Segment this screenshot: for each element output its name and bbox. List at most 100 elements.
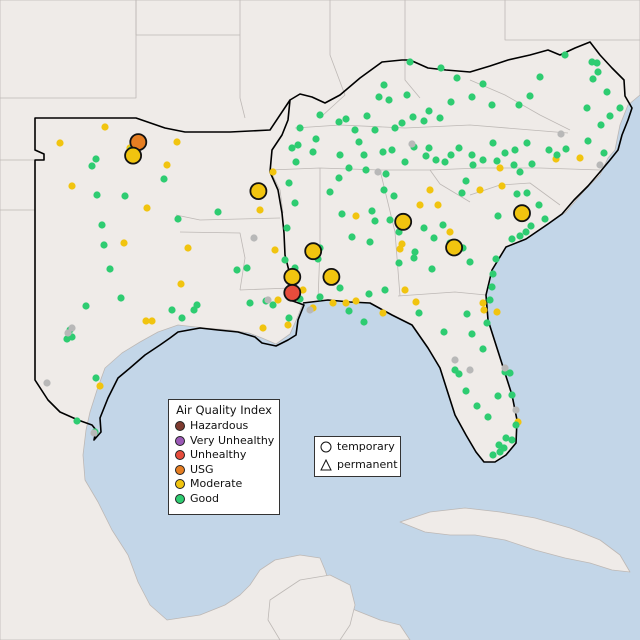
monitor-site [64, 329, 72, 337]
monitor-site [264, 296, 272, 304]
temporary-monitor-moderate[interactable] [394, 212, 413, 231]
monitor-site [466, 258, 474, 266]
monitor-site [593, 59, 601, 67]
monitor-site [480, 306, 488, 314]
monitor-site [439, 221, 447, 229]
temporary-label: temporary [337, 440, 395, 453]
monitor-site [178, 314, 186, 322]
monitor-site [250, 234, 258, 242]
monitor-site [466, 366, 474, 374]
monitor-site [436, 114, 444, 122]
monitor-site [447, 98, 455, 106]
monitor-site [479, 299, 487, 307]
monitor-site [335, 174, 343, 182]
monitor-site [368, 207, 376, 215]
monitor-site [296, 124, 304, 132]
monitor-site [411, 248, 419, 256]
monitor-site [214, 208, 222, 216]
monitor-site [259, 324, 267, 332]
monitor-site [299, 286, 307, 294]
monitor-site [390, 192, 398, 200]
moderate-swatch [175, 479, 185, 490]
monitor-site [396, 245, 404, 253]
monitor-site [583, 104, 591, 112]
monitor-site [462, 387, 470, 395]
monitor-site [174, 215, 182, 223]
monitor-site [193, 301, 201, 309]
monitor-site [143, 204, 151, 212]
monitor-site [101, 123, 109, 131]
monitor-site [434, 201, 442, 209]
monitor-site [391, 124, 399, 132]
monitor-site [184, 244, 192, 252]
monitor-site [512, 421, 520, 429]
aqi-legend-title: Air Quality Index [176, 403, 272, 417]
monitor-site [98, 221, 106, 229]
monitor-site [274, 296, 282, 304]
monitor-site [163, 161, 171, 169]
monitor-site [374, 168, 382, 176]
monitor-site [345, 164, 353, 172]
monitor-site [173, 138, 181, 146]
temporary-monitor-unhealthy[interactable] [283, 283, 302, 302]
monitor-site [469, 161, 477, 169]
very-unhealthy-swatch [175, 435, 185, 446]
usg-swatch [175, 464, 185, 475]
monitor-site [584, 137, 592, 145]
monitor-site [386, 216, 394, 224]
monitor-site [508, 391, 516, 399]
aqi-legend: Air Quality Index Hazardous Very Unhealt… [168, 399, 280, 515]
monitor-site [508, 436, 516, 444]
monitor-site [316, 293, 324, 301]
monitor-site [342, 115, 350, 123]
monitor-site [406, 58, 414, 66]
monitor-site [379, 309, 387, 317]
temporary-monitor-moderate[interactable] [304, 242, 323, 261]
temporary-monitor-moderate[interactable] [322, 267, 341, 286]
monitor-site [352, 212, 360, 220]
monitor-site [468, 151, 476, 159]
monitor-site [437, 64, 445, 72]
temporary-monitor-moderate[interactable] [124, 146, 143, 165]
monitor-site [422, 152, 430, 160]
legend-label: Very Unhealthy [190, 433, 275, 447]
legend-permanent: permanent [315, 457, 400, 473]
monitor-site [345, 307, 353, 315]
monitor-site [541, 215, 549, 223]
monitor-site [68, 182, 76, 190]
monitor-site [401, 158, 409, 166]
monitor-site [288, 144, 296, 152]
monitor-site [561, 51, 569, 59]
monitor-site [511, 146, 519, 154]
monitor-site [233, 266, 241, 274]
monitor-site [243, 264, 251, 272]
monitor-site [366, 238, 374, 246]
monitor-site [494, 212, 502, 220]
temporary-monitor-moderate[interactable] [283, 267, 302, 286]
temporary-monitor-moderate[interactable] [513, 204, 531, 223]
monitor-site [403, 91, 411, 99]
monitor-site [416, 201, 424, 209]
monitor-site [329, 299, 337, 307]
monitor-site [523, 189, 531, 197]
monitor-sites-large [124, 133, 531, 302]
monitor-site [489, 451, 497, 459]
yucatan [267, 574, 356, 640]
region-outline-west [34, 99, 305, 441]
aqi-legend-good: Good [169, 492, 279, 507]
triangle-icon [320, 459, 332, 471]
temporary-monitor-moderate[interactable] [249, 182, 268, 201]
temporary-monitor-moderate[interactable] [445, 238, 464, 257]
monitor-site [360, 151, 368, 159]
monitor-site [73, 417, 81, 425]
monitor-site [463, 310, 471, 318]
monitor-site [348, 233, 356, 241]
monitor-site [451, 356, 459, 364]
monitor-site [492, 255, 500, 263]
monitor-site [168, 306, 176, 314]
monitor-site [594, 68, 602, 76]
monitor-site [488, 101, 496, 109]
monitor-site [462, 177, 470, 185]
monitor-site [420, 224, 428, 232]
monitor-site [603, 88, 611, 96]
